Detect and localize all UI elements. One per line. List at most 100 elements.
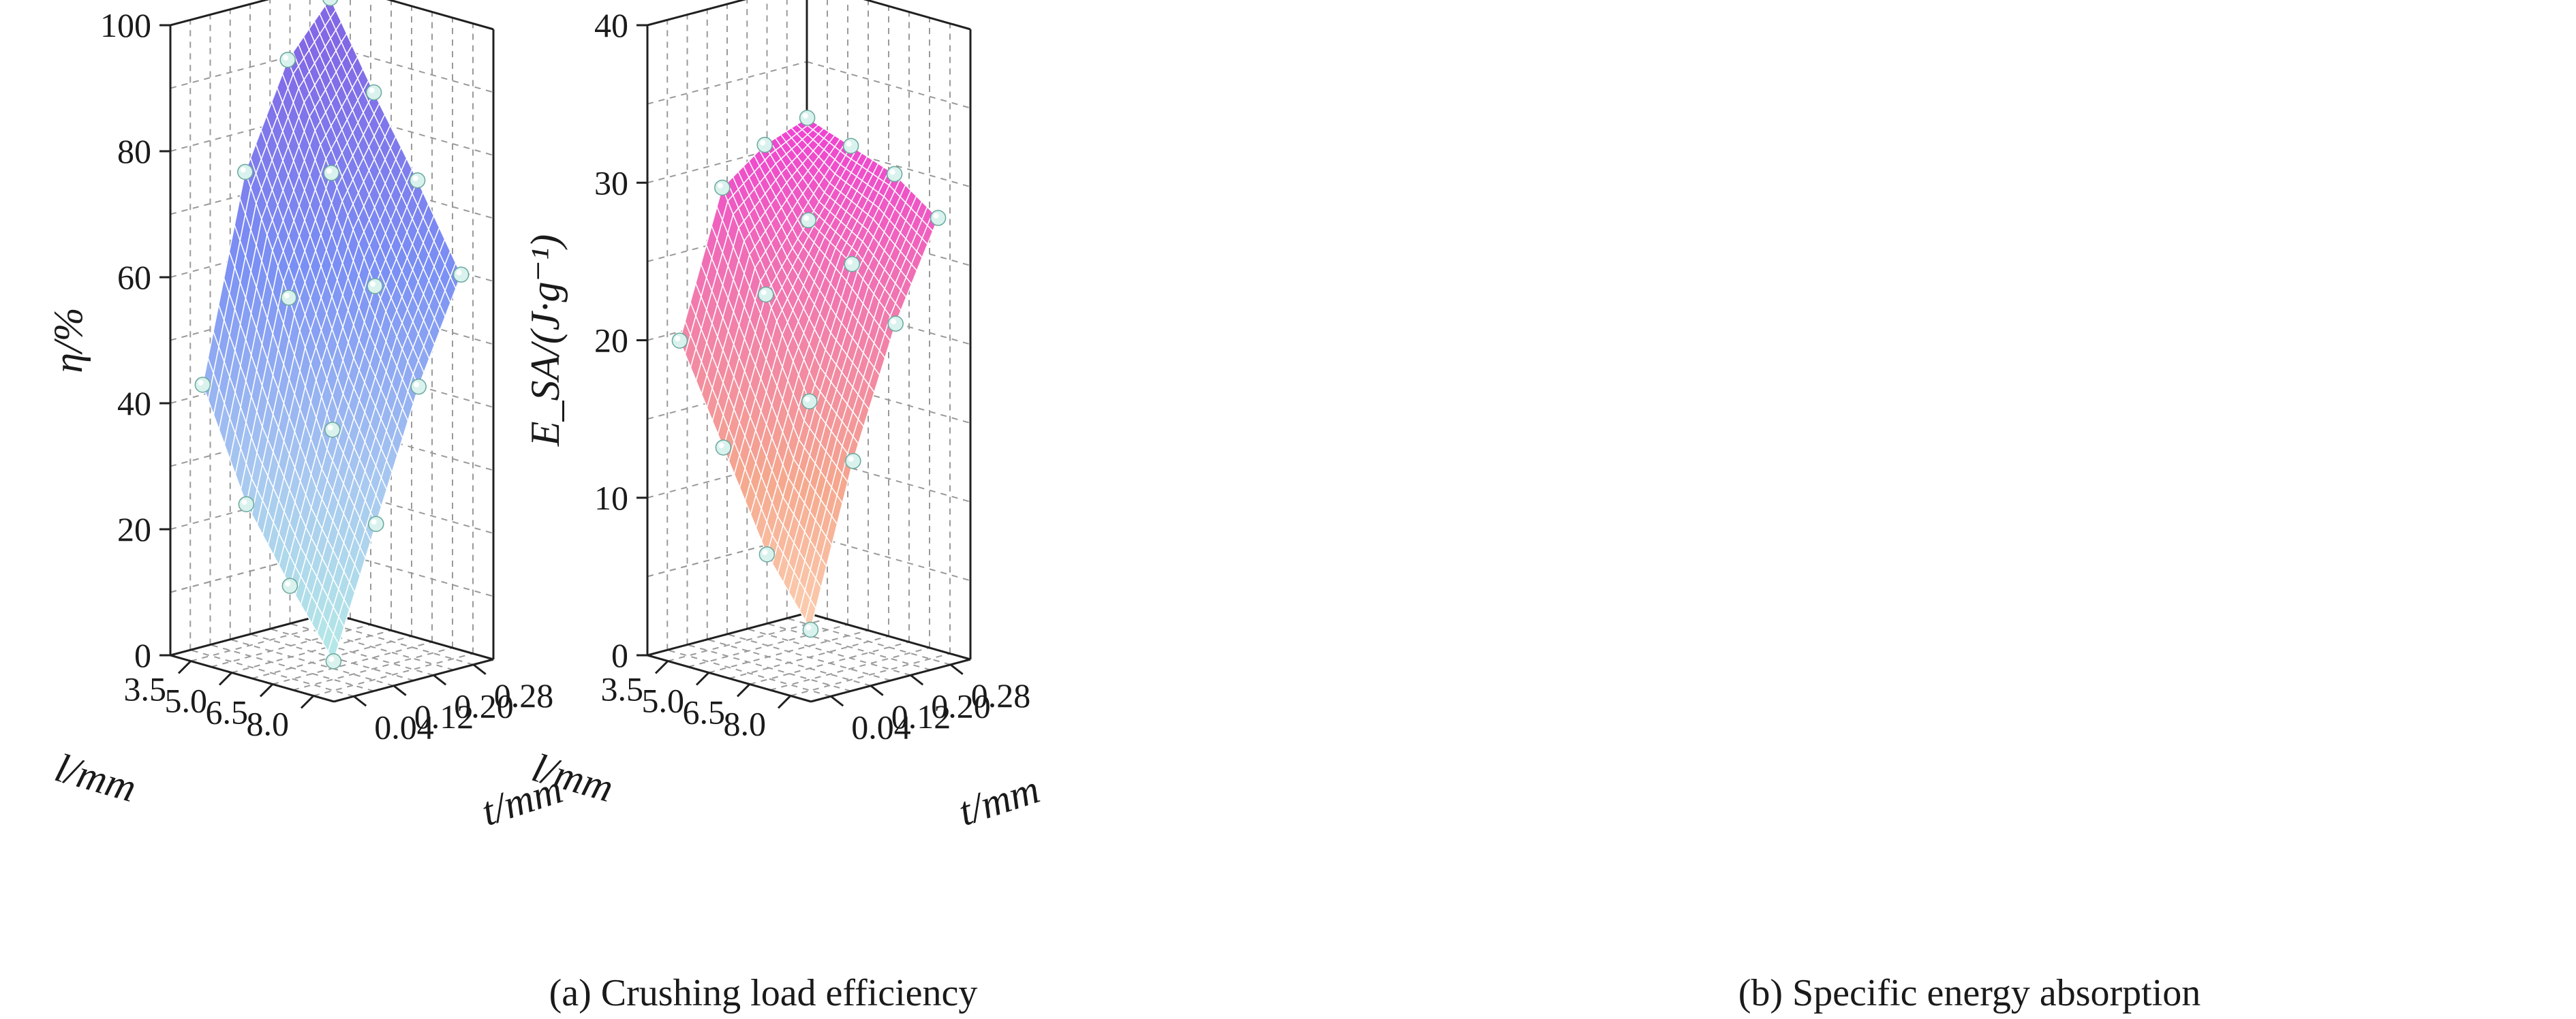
data-point	[802, 621, 819, 638]
data-point-highlight	[762, 549, 768, 555]
data-point-highlight	[326, 168, 333, 174]
data-point-highlight	[802, 113, 808, 119]
data-point	[758, 546, 776, 563]
data-points	[194, 0, 470, 670]
y-tick-label: 0.28	[971, 676, 1031, 715]
y-tick	[870, 685, 884, 696]
y-tick	[472, 663, 487, 675]
y-tick-label: 0.12	[414, 697, 474, 736]
y-axis-label: t/mm	[953, 766, 1045, 834]
gridline	[329, 45, 494, 93]
data-point-highlight	[717, 183, 723, 189]
y-tick	[393, 685, 407, 696]
z-tick-label: 20	[594, 322, 628, 360]
gridline	[170, 549, 331, 593]
z-tick-label: 60	[117, 258, 151, 296]
data-point	[799, 110, 816, 126]
data-point-highlight	[285, 581, 291, 587]
gridline	[769, 647, 930, 691]
gridline	[269, 628, 434, 676]
data-point	[714, 179, 731, 196]
y-tick	[353, 695, 367, 707]
data-point-highlight	[848, 456, 854, 462]
data-point	[410, 378, 427, 395]
data-point-highlight	[240, 167, 246, 173]
frame-edge	[333, 658, 494, 703]
gridline	[666, 649, 831, 697]
x-tick	[695, 672, 710, 686]
data-point-highlight	[804, 396, 810, 403]
gridline	[210, 644, 374, 692]
data-point-highlight	[371, 519, 377, 525]
gridline	[746, 628, 911, 676]
gridline	[647, 140, 808, 184]
x-tick-label: 5.0	[642, 682, 685, 720]
data-point	[671, 332, 688, 349]
data-point-highlight	[412, 175, 418, 181]
z-axis-label: E_SA/(J·g⁻¹)	[523, 234, 568, 447]
gridline	[806, 533, 971, 582]
frame-edge	[329, 612, 494, 661]
gridline	[708, 629, 869, 674]
data-point	[368, 516, 384, 532]
data-point-highlight	[328, 656, 335, 662]
surface	[202, 0, 462, 662]
gridline	[667, 618, 828, 662]
data-point	[800, 212, 816, 229]
data-point	[367, 278, 383, 294]
y-tick-label: 0.28	[494, 676, 554, 715]
x-tick	[177, 660, 192, 674]
gridline	[864, 0, 971, 30]
gridline	[790, 653, 951, 697]
x-tick	[654, 660, 669, 674]
z-tick-label: 30	[594, 163, 628, 202]
gridline	[170, 108, 331, 152]
data-point-highlight	[241, 499, 247, 505]
data-point	[281, 578, 298, 594]
data-point	[324, 422, 341, 438]
x-tick-label: 6.5	[683, 693, 726, 732]
data-point-highlight	[889, 169, 895, 175]
frame-edge	[386, 0, 494, 31]
y-tick-label: 0.04	[374, 708, 434, 746]
frame-edge	[806, 612, 971, 661]
y-tick	[910, 674, 924, 686]
data-point-highlight	[761, 289, 767, 296]
data-point	[279, 52, 296, 68]
data-point	[758, 286, 774, 303]
gridline	[647, 533, 808, 578]
gridline	[313, 653, 474, 697]
gridline	[726, 633, 891, 681]
data-point-highlight	[283, 292, 290, 298]
gridline	[170, 45, 331, 89]
gridline	[387, 0, 494, 30]
y-tick	[433, 674, 447, 686]
x-tick-label: 3.5	[124, 670, 167, 708]
data-point-highlight	[847, 259, 853, 265]
x-tick-label: 5.0	[165, 682, 208, 720]
data-point	[281, 289, 297, 306]
frame-edge	[863, 0, 971, 31]
data-point	[756, 136, 773, 153]
surface	[679, 117, 939, 631]
y-tick	[949, 663, 964, 675]
data-point	[886, 166, 903, 183]
data-point-highlight	[760, 140, 766, 146]
data-point-highlight	[846, 141, 852, 147]
frame-edge	[810, 658, 971, 703]
data-point	[194, 377, 211, 393]
data-point-highlight	[675, 336, 681, 342]
x-tick-label: 3.5	[601, 670, 644, 708]
data-point	[237, 163, 254, 181]
y-tick-label: 0.20	[931, 687, 991, 725]
data-point	[325, 653, 342, 670]
data-point	[238, 496, 255, 512]
frame-edge	[647, 612, 808, 657]
x-tick	[736, 683, 751, 697]
data-point-highlight	[369, 87, 375, 93]
data-point-highlight	[718, 442, 724, 448]
data-point	[715, 439, 732, 456]
x-tick	[218, 672, 233, 686]
